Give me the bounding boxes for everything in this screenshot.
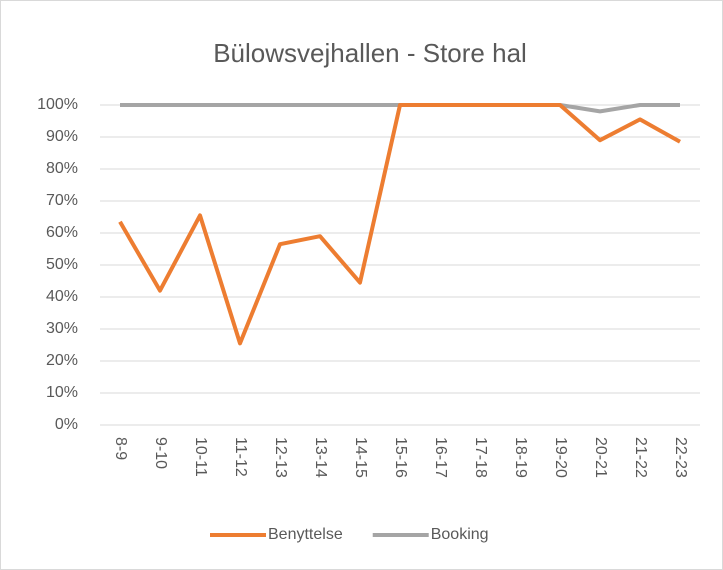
x-tick-label: 22-23 <box>672 437 689 478</box>
x-tick-label: 15-16 <box>392 437 409 478</box>
x-tick-label: 21-22 <box>632 437 649 478</box>
y-tick-label: 70% <box>46 192 78 209</box>
x-tick-label: 19-20 <box>552 437 569 478</box>
y-tick-label: 100% <box>37 96 78 113</box>
x-tick-label: 9-10 <box>152 437 169 469</box>
y-tick-label: 10% <box>46 384 78 401</box>
x-tick-label: 13-14 <box>312 437 329 478</box>
x-tick-label: 16-17 <box>432 437 449 478</box>
x-tick-label: 11-12 <box>232 437 249 477</box>
x-tick-label: 18-19 <box>512 437 529 478</box>
x-tick-label: 12-13 <box>272 437 289 478</box>
x-tick-label: 14-15 <box>352 437 369 478</box>
legend-label: Benyttelse <box>268 526 343 543</box>
y-tick-label: 80% <box>46 160 78 177</box>
x-tick-label: 10-11 <box>192 437 209 477</box>
chart-title: Bülowsvejhallen - Store hal <box>213 38 527 68</box>
x-tick-label: 8-9 <box>112 437 129 460</box>
y-tick-label: 40% <box>46 288 78 305</box>
y-tick-label: 20% <box>46 352 78 369</box>
y-tick-label: 60% <box>46 224 78 241</box>
y-tick-label: 50% <box>46 256 78 273</box>
series-line <box>118 103 681 346</box>
y-tick-label: 90% <box>46 128 78 145</box>
x-tick-label: 20-21 <box>592 437 609 478</box>
y-tick-label: 30% <box>46 320 78 337</box>
legend-label: Booking <box>431 526 489 543</box>
y-tick-label: 0% <box>55 416 78 433</box>
x-tick-label: 17-18 <box>472 437 489 478</box>
